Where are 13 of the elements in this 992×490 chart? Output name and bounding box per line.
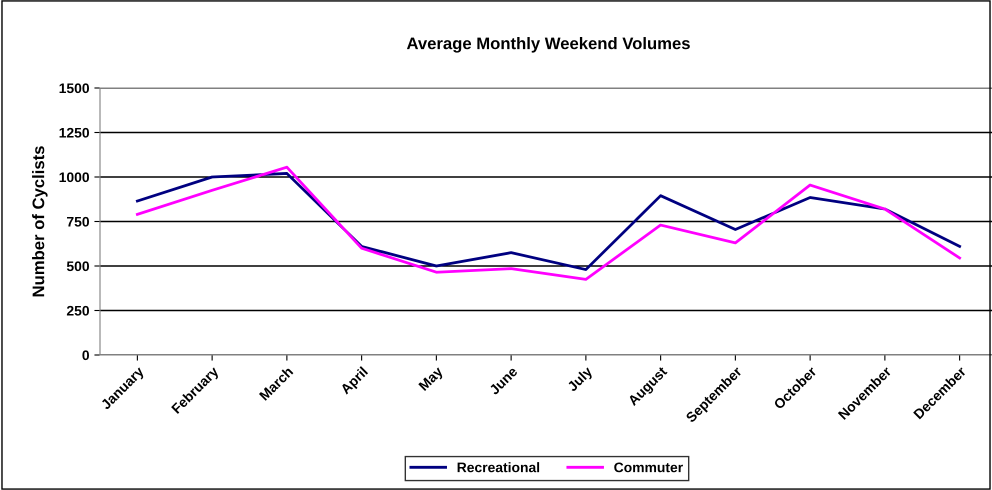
- y-axis-title: Number of Cyclists: [32, 146, 48, 296]
- y-tick-label: 1000: [60, 172, 90, 182]
- y-tick-label: 750: [67, 216, 90, 227]
- y-tick-label: 250: [66, 306, 90, 316]
- chart-title: Average Monthly Weekend Volumes: [406, 37, 690, 53]
- legend-label: Commuter: [614, 462, 683, 472]
- y-tick-label: 1500: [60, 83, 90, 94]
- y-tick-label: 1250: [60, 128, 90, 138]
- x-tick-label: July: [566, 365, 595, 394]
- y-tick-label: 500: [66, 261, 90, 272]
- x-tick-label: May: [418, 366, 446, 394]
- legend-label: Recreational: [458, 462, 540, 472]
- y-tick-label: 0: [82, 350, 90, 360]
